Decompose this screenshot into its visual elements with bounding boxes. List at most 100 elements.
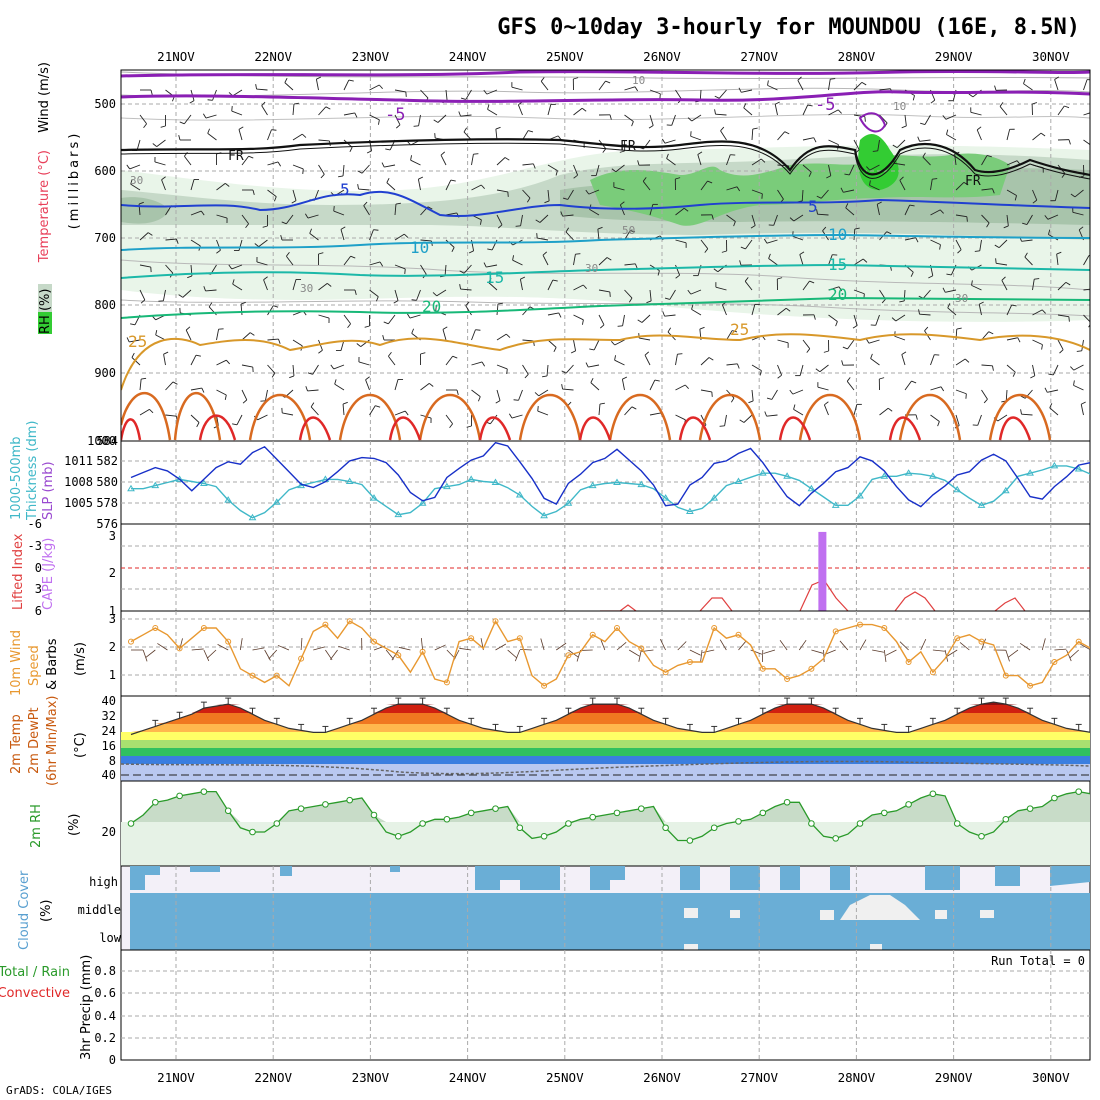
rh2m-point <box>953 820 961 827</box>
series-point <box>298 655 305 662</box>
rh2m-point <box>1075 788 1082 795</box>
lifted-index-tick: 3 <box>35 582 42 596</box>
date-label-top: 27NOV <box>740 49 778 64</box>
rh2m-point <box>152 798 159 806</box>
contour-label-m5b: -5 <box>815 95 835 115</box>
series-point <box>807 484 816 492</box>
precip-grid <box>121 950 1090 1060</box>
series-point <box>1075 638 1082 645</box>
temp2m-tick: 8 <box>109 754 116 768</box>
series-point <box>443 679 450 686</box>
pressure-tick: 1000 <box>87 434 116 448</box>
series-point <box>929 472 937 479</box>
date-label-bottom: 21NOV <box>157 1070 195 1085</box>
series-point <box>881 625 888 631</box>
series-point <box>589 631 596 638</box>
pressure-tick: 500 <box>94 97 116 111</box>
rh2m-point <box>1026 805 1034 812</box>
series-point <box>200 479 208 487</box>
footer-credit: GrADS: COLA/IGES <box>6 1084 112 1097</box>
cloud-level-low: low <box>99 931 121 945</box>
rh2m-point <box>467 809 475 817</box>
series-point <box>929 669 936 676</box>
series-point <box>540 511 548 519</box>
precip-tick: 0.4 <box>94 1009 116 1023</box>
series-point <box>1001 486 1010 494</box>
rh2m-point <box>370 811 378 819</box>
rh2m-point <box>224 807 232 815</box>
series-point <box>394 510 403 518</box>
upper-label-units: (millibars) <box>67 131 82 230</box>
series-point <box>516 635 523 642</box>
rh2m-point <box>662 824 669 832</box>
rh2m-point <box>978 832 985 840</box>
series-point <box>953 485 962 493</box>
series-point <box>249 672 256 679</box>
thickness-label-2: Thickness (dm) <box>25 421 40 521</box>
rh2m-series <box>121 788 1090 866</box>
rh2m-point <box>516 824 524 832</box>
series-point <box>564 499 573 506</box>
contour-label-p25b: 25 <box>730 320 749 339</box>
precip-tick: 0.8 <box>94 964 116 978</box>
rh-label-10b: 10 <box>893 100 906 113</box>
series-point <box>322 621 329 628</box>
rh2m-point <box>613 809 621 817</box>
series-point <box>832 628 839 635</box>
rh2m-point <box>929 790 937 798</box>
cloud-grid <box>175 866 1052 950</box>
contour-label-fr3: FR <box>965 174 981 189</box>
thickness-tick: 578 <box>96 496 118 510</box>
pressure-tick: 700 <box>94 231 116 245</box>
date-label-top: 23NOV <box>352 49 390 64</box>
series-point <box>783 472 791 479</box>
date-label-bottom: 27NOV <box>740 1070 778 1085</box>
slp-tick: 1008 <box>64 475 93 489</box>
thickness-slp-panel: 584 582 580 578 576 1011 1008 1005 1000-500mb T… <box>9 421 1091 531</box>
cape-tick: 2 <box>109 566 116 580</box>
rh2m-point <box>589 813 597 821</box>
rh-label-10: 10 <box>632 74 645 87</box>
series-point <box>977 501 986 508</box>
rh2m-point <box>249 828 256 836</box>
series-point <box>784 676 791 682</box>
chart-title: GFS 0~10day 3-hourly for MOUNDOU (16E, 8… <box>497 15 1080 40</box>
slp-tick: 1011 <box>64 454 93 468</box>
upper-side-labels: Wind (m/s) Temperature (°C) RH (%) (mill… <box>37 62 82 334</box>
contour-label-p15: 15 <box>485 268 504 287</box>
precip-tick: 0 <box>109 1053 116 1067</box>
series-point <box>273 672 280 679</box>
rh2m-point <box>395 832 402 840</box>
series-point <box>418 499 427 506</box>
series-point <box>176 645 183 652</box>
temp2m-tick: 32 <box>102 709 116 723</box>
cloud-label-2: (%) <box>39 900 54 923</box>
cloud-panel: high middle low Cloud Cover (%) <box>17 865 1091 951</box>
series-point <box>200 625 207 631</box>
rh2m-point <box>346 796 354 804</box>
wind10m-label-1: 10m Wind <box>9 630 24 696</box>
precip-label-3: 3hr Precip (mm) <box>79 955 94 1060</box>
series-point <box>1027 682 1034 689</box>
series-point <box>711 625 718 631</box>
series-point <box>491 478 500 485</box>
series-point <box>758 469 767 476</box>
rh-label-30b: 30 <box>300 282 313 295</box>
rh-label-30c: 30 <box>585 262 598 275</box>
contour-label-fr1: FR <box>228 149 244 164</box>
upper-label-temp: Temperature (°C) <box>37 150 52 263</box>
series-point <box>515 490 524 498</box>
series-point <box>978 638 985 645</box>
rh2m-point <box>808 820 815 827</box>
wind10m-label-4: (m/s) <box>73 642 88 676</box>
precip-panel: 0.8 0.6 0.4 0.2 0 Run Total = 0 Total / Rain… <box>0 949 1091 1067</box>
series-point <box>419 648 426 655</box>
wind10m-barbs <box>131 637 1090 663</box>
thickness-label-1: 1000-500mb <box>9 436 24 520</box>
cape-tick: 3 <box>109 529 116 543</box>
rh2m-label-1: 2m RH <box>29 804 44 848</box>
series-point <box>662 669 669 676</box>
series-point <box>224 496 233 503</box>
lifted-index-tick: 0 <box>35 561 42 575</box>
lifted-index-series <box>600 579 1026 611</box>
